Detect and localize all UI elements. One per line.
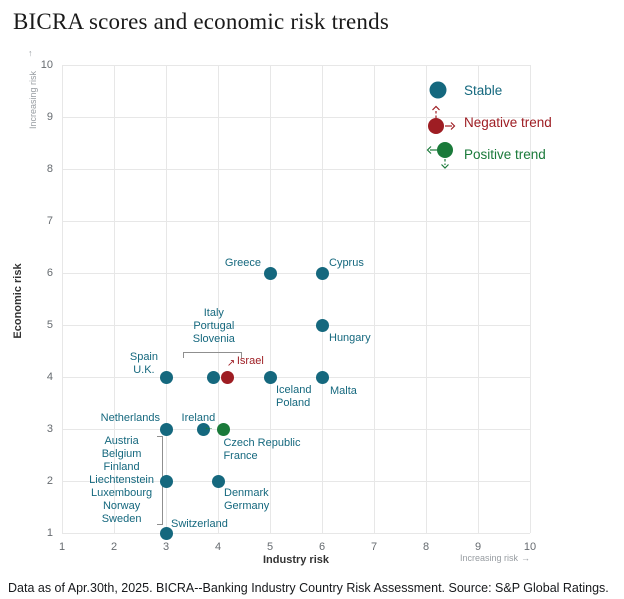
- x-tick-label: 4: [214, 541, 222, 553]
- data-point-malta: [315, 370, 329, 384]
- x-tick-label: 1: [58, 541, 66, 553]
- gridline-horizontal: [62, 377, 530, 378]
- y-axis-direction-label: Increasing risk: [28, 70, 38, 130]
- data-point-ireland: [216, 422, 230, 436]
- data-label-netherlands: Netherlands: [100, 412, 160, 424]
- data-label-denmark-germany: Denmark Germany: [224, 487, 270, 512]
- y-tick-label: 10: [40, 59, 53, 71]
- data-label-switzerland: Switzerland: [171, 518, 228, 530]
- data-point-italy-portugal-slovenia: [207, 370, 221, 384]
- data-label-israel: Israel: [236, 355, 264, 367]
- data-point-greece: [263, 266, 277, 280]
- data-label-cyprus: Cyprus: [329, 257, 364, 269]
- data-label-ireland: Ireland: [181, 412, 216, 424]
- x-tick-label: 3: [162, 541, 170, 553]
- data-point-denmark-germany: [211, 474, 225, 488]
- data-point-czech-republic-france: [196, 422, 210, 436]
- gridline-horizontal: [62, 325, 530, 326]
- gridline-vertical: [166, 65, 167, 533]
- data-label-hungary: Hungary: [329, 332, 371, 344]
- gridline-vertical: [62, 65, 63, 533]
- y-tick-label: 5: [46, 319, 53, 331]
- data-label-iceland-poland: Iceland Poland: [276, 384, 312, 409]
- gridline-horizontal: [62, 273, 530, 274]
- y-tick-label: 2: [46, 475, 53, 487]
- plot-area: 1 2 3 4 5 6 7 8 9 10 1 2 3 4 5 6 7 8 9 10 Greece Cyprus Hungar…: [41, 59, 536, 553]
- x-tick-label: 5: [266, 541, 274, 553]
- y-tick-label: 9: [46, 111, 53, 123]
- gridline-vertical: [530, 65, 531, 533]
- y-tick-label: 7: [46, 215, 53, 227]
- data-point-iceland-poland: [263, 370, 277, 384]
- data-point-cyprus: [315, 266, 329, 280]
- data-point-switzerland: [159, 526, 173, 540]
- data-point-netherlands: [159, 422, 173, 436]
- source-note: Data as of Apr.30th, 2025. BICRA--Bankin…: [8, 581, 609, 595]
- negative-trend-marker-icon: [428, 105, 456, 134]
- gridline-horizontal: [62, 169, 530, 170]
- x-tick-label: 6: [318, 541, 326, 553]
- data-label-czech-republic-france: Czech Republic France: [223, 437, 301, 462]
- legend-label-positive: Positive trend: [464, 146, 546, 162]
- gridline-horizontal: [62, 533, 530, 534]
- gridline-vertical: [218, 65, 219, 533]
- data-point-spain-uk: [159, 370, 173, 384]
- x-axis-title: Industry risk: [262, 554, 330, 566]
- gridline-vertical: [322, 65, 323, 533]
- gridline-vertical: [270, 65, 271, 533]
- data-label-italy-portugal-slovenia: Italy Portugal Slovenia: [192, 307, 235, 345]
- x-tick-label: 9: [474, 541, 482, 553]
- legend-item-negative: Negative trend: [424, 105, 552, 138]
- legend-item-positive: Positive trend: [424, 138, 552, 170]
- increasing-risk-right-arrow-icon: →: [521, 553, 530, 563]
- x-tick-label: 7: [370, 541, 378, 553]
- positive-trend-marker-icon: [426, 142, 453, 169]
- x-axis-direction-text: Increasing risk: [459, 553, 518, 563]
- gridline-vertical: [426, 65, 427, 533]
- x-tick-label: 8: [422, 541, 430, 553]
- data-label-malta: Malta: [330, 385, 357, 397]
- y-tick-label: 8: [46, 163, 53, 175]
- y-tick-label: 4: [46, 371, 53, 383]
- x-tick-label: 2: [110, 541, 118, 553]
- page-title: BICRA scores and economic risk trends: [13, 9, 389, 34]
- gridline-horizontal: [62, 481, 530, 482]
- data-label-spain-uk: Spain U.K.: [129, 351, 158, 376]
- negative-trend-up-right-arrow-icon: ↗: [226, 358, 236, 369]
- gridline-vertical: [114, 65, 115, 533]
- data-point-austria-group: [159, 474, 173, 488]
- x-tick-label: 10: [523, 541, 537, 553]
- y-axis-title: Economic risk: [12, 263, 24, 339]
- data-point-israel: [221, 370, 235, 384]
- stable-marker-icon: [429, 81, 447, 99]
- gridline-horizontal: [62, 65, 530, 66]
- increasing-risk-up-arrow-icon: ↑: [28, 48, 33, 58]
- gridline-horizontal: [62, 117, 530, 118]
- y-tick-label: 6: [46, 267, 53, 279]
- y-tick-label: 1: [46, 527, 53, 539]
- legend-label-negative: Negative trend: [464, 114, 552, 130]
- data-label-greece: Greece: [224, 257, 261, 269]
- legend-item-stable: Stable: [424, 74, 552, 106]
- label-bracket-horizontal: [183, 352, 243, 359]
- data-label-austria-group: Austria Belgium Finland Liechtenstein Lu…: [89, 435, 154, 525]
- legend: Stable Negative trend: [424, 74, 552, 170]
- x-axis-direction-label: Increasing risk →: [330, 553, 530, 563]
- gridline-horizontal: [62, 429, 530, 430]
- gridline-vertical: [374, 65, 375, 533]
- gridline-horizontal: [62, 221, 530, 222]
- y-tick-label: 3: [46, 423, 53, 435]
- positive-trend-left-arrow-icon: ←: [203, 421, 215, 433]
- data-point-hungary: [315, 318, 329, 332]
- legend-label-stable: Stable: [464, 82, 503, 98]
- gridline-vertical: [478, 65, 479, 533]
